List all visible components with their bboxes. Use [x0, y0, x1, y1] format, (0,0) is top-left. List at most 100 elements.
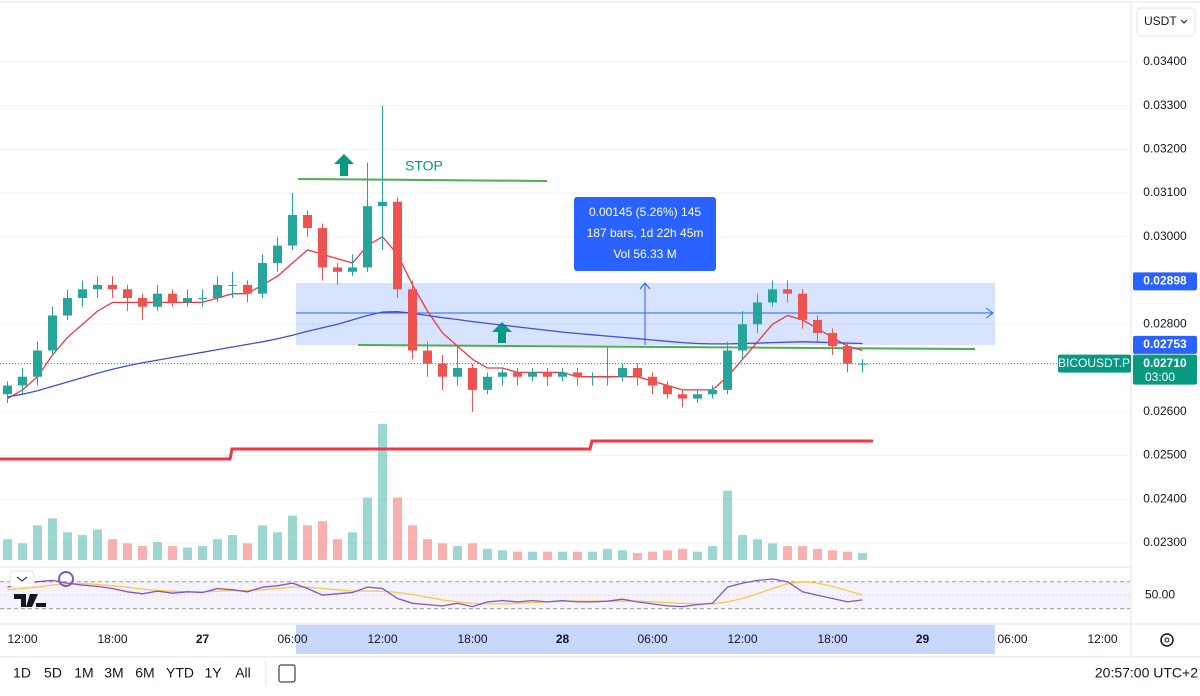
logo-icon: [14, 594, 46, 607]
volume-bar: [723, 490, 732, 560]
candle-body: [228, 284, 237, 286]
volume-bar: [393, 497, 402, 560]
candle-body: [3, 385, 12, 395]
axis-layer: 0.03400 0.03300 0.03200 0.03100 0.03000 0.028…: [7, 54, 1197, 681]
candle-body: [393, 201, 402, 290]
currency-label: USDT: [1144, 14, 1177, 28]
candle-body: [168, 293, 177, 303]
candle-body: [678, 394, 687, 399]
candle-body: [648, 376, 657, 386]
y-tick-label: 0.02500: [1143, 448, 1187, 462]
y-tick-label: 0.03300: [1143, 98, 1187, 112]
candle-body: [213, 284, 222, 299]
volume-bar: [753, 539, 762, 560]
symbol-label: BICOUSDT.P: [1058, 356, 1130, 370]
candle-body: [273, 245, 282, 264]
stop-label: STOP: [405, 158, 443, 174]
volume-bar: [243, 543, 252, 560]
support-line[interactable]: [357, 344, 976, 350]
volume-bar: [48, 518, 57, 560]
candle-body: [198, 298, 207, 300]
candle-body: [663, 385, 672, 395]
candle-body: [18, 376, 27, 386]
volume-bar: [603, 548, 612, 560]
candle-body: [588, 376, 597, 378]
candle-body: [378, 201, 387, 207]
volume-bar: [168, 546, 177, 560]
volume-bar: [288, 515, 297, 560]
candle-body: [468, 368, 477, 390]
candle-body: [183, 298, 192, 303]
indicator-icon[interactable]: [58, 571, 74, 587]
settings-icon[interactable]: [1160, 633, 1174, 647]
volume-bar: [378, 424, 387, 560]
y-tick-label: 0.03400: [1143, 54, 1187, 68]
y-tick-label: 0.03000: [1143, 229, 1187, 243]
volume-bar: [273, 532, 282, 560]
candle-body: [138, 298, 147, 307]
volume-bar: [558, 551, 567, 560]
collapse-button[interactable]: [9, 570, 35, 588]
range-button[interactable]: 6M: [135, 665, 154, 681]
candle-body: [303, 214, 312, 229]
range-button[interactable]: 5D: [44, 665, 62, 681]
x-tick-label: 18:00: [457, 632, 487, 646]
y-tick-label: 0.02800: [1143, 316, 1187, 330]
volume-layer: [3, 424, 867, 560]
volume-bar: [363, 497, 372, 560]
x-tick-label: 28: [556, 632, 570, 646]
x-tick-label: 12:00: [727, 632, 757, 646]
volume-bar: [138, 546, 147, 560]
volume-bar: [513, 551, 522, 560]
range-button[interactable]: All: [235, 665, 251, 681]
volume-bar: [18, 543, 27, 560]
x-tick-label: 12:00: [7, 632, 37, 646]
price-level-box: [1133, 335, 1197, 354]
volume-bar: [423, 539, 432, 560]
range-button[interactable]: YTD: [166, 665, 194, 681]
candle-body: [363, 206, 372, 268]
range-button[interactable]: 1D: [13, 665, 31, 681]
volume-bar: [738, 535, 747, 560]
date-range-icon[interactable]: [278, 664, 296, 683]
range-button[interactable]: 1Y: [204, 665, 222, 681]
volume-bar: [78, 535, 87, 560]
candle-body: [783, 289, 792, 294]
x-tick-label: 06:00: [637, 632, 667, 646]
candle-body: [693, 394, 702, 399]
candle-body: [558, 372, 567, 377]
range-button[interactable]: 1M: [74, 665, 93, 681]
range-button[interactable]: 3M: [104, 665, 123, 681]
y-tick-label: 0.02300: [1143, 535, 1187, 549]
measure-arrowhead: [985, 307, 994, 319]
currency-button[interactable]: [1136, 7, 1196, 37]
volume-bar: [153, 541, 162, 560]
candle-body: [153, 293, 162, 307]
volume-bar: [213, 539, 222, 560]
candle-body: [333, 267, 342, 272]
time-range-highlight: [296, 625, 995, 654]
moving-average-line: [7, 310, 863, 398]
candle-body: [63, 298, 72, 316]
volume-bar: [333, 539, 342, 560]
stop-line[interactable]: [297, 178, 548, 182]
candle-body: [483, 376, 492, 390]
volume-bar: [618, 550, 627, 560]
y-tick-label: 0.03100: [1143, 185, 1187, 199]
volume-bar: [108, 539, 117, 560]
candle-body: [738, 324, 747, 351]
volume-bar: [543, 551, 552, 560]
measure-text: Vol 56.33 M: [613, 247, 676, 261]
candle-body: [708, 389, 717, 395]
candle-body: [288, 214, 297, 246]
volume-bar: [453, 546, 462, 560]
measure-arrowhead-up: [639, 282, 651, 290]
x-tick-label: 06:00: [997, 632, 1027, 646]
volume-bar: [408, 525, 417, 560]
candle-body: [408, 289, 417, 351]
measure-box: [574, 197, 716, 271]
candle-body: [603, 376, 612, 378]
